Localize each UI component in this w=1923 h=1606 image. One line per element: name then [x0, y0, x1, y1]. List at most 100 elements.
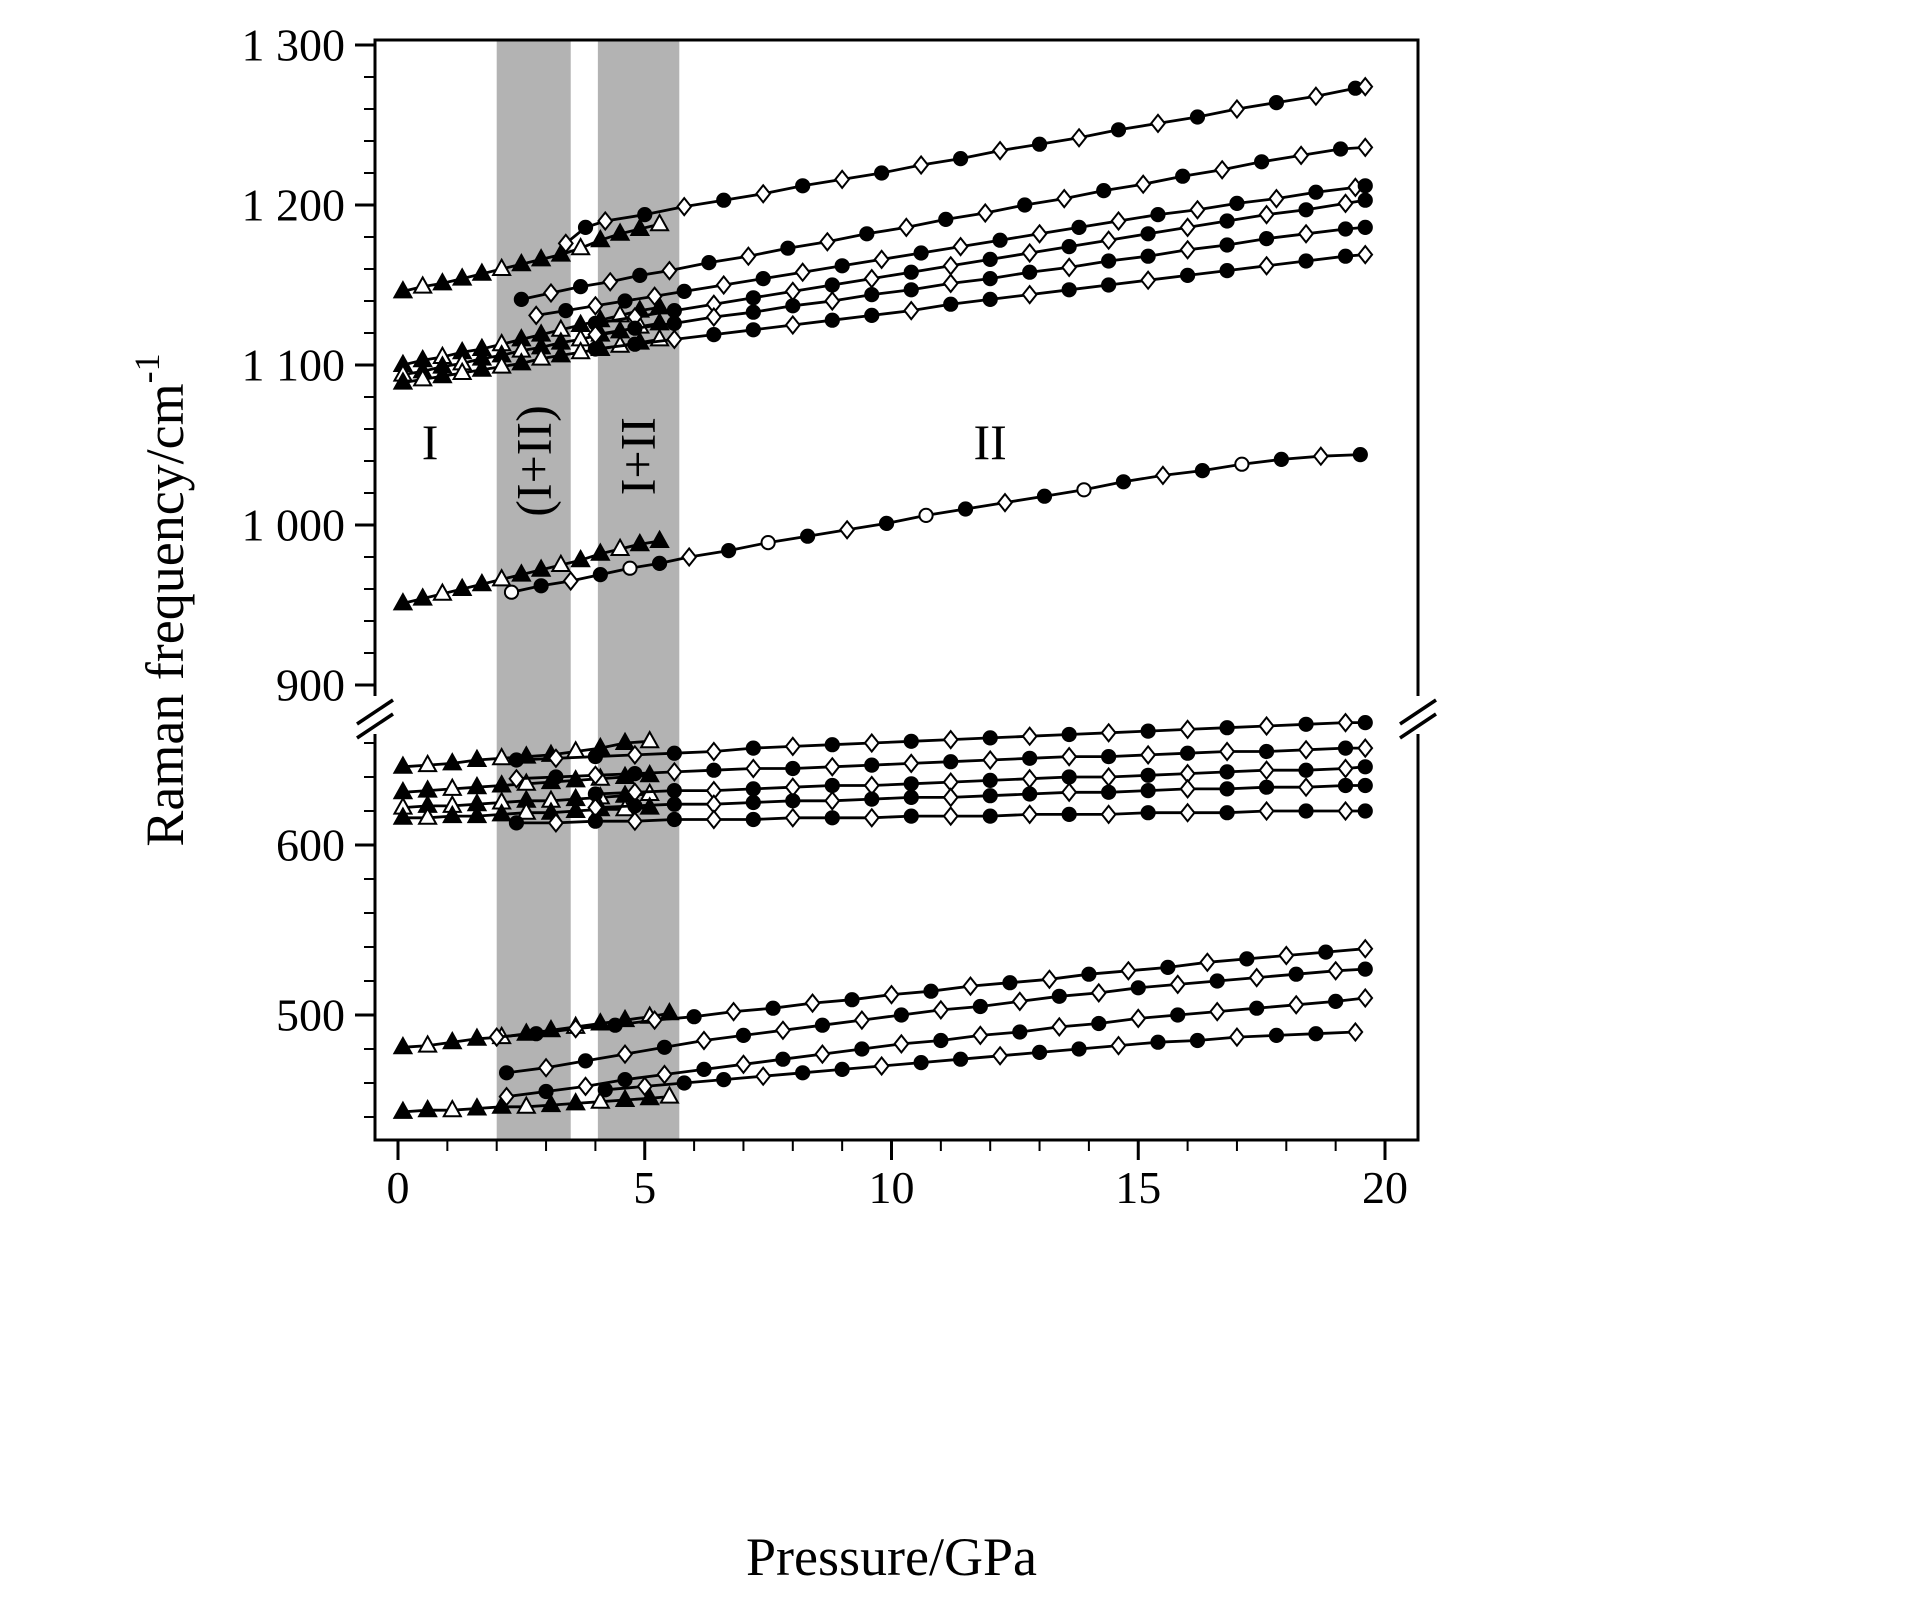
data-point-fc: [834, 1061, 850, 1078]
data-point-fc: [1239, 951, 1255, 967]
y-axis-break: [356, 696, 1437, 740]
data-point-od: [1214, 159, 1231, 180]
data-point-od: [676, 196, 693, 217]
data-point-od: [784, 736, 801, 757]
data-point-fc: [1219, 781, 1235, 797]
data-point-fc: [1219, 764, 1235, 780]
data-point-od: [1189, 199, 1206, 220]
data-point-fc: [1288, 966, 1304, 982]
data-point-fc: [617, 1072, 633, 1088]
data-point-fc: [745, 322, 761, 338]
data-point-fc: [903, 776, 919, 792]
data-point-od: [715, 274, 732, 296]
data-point-fc: [952, 151, 969, 167]
data-point-fc: [1036, 488, 1053, 504]
data-point-ft: [392, 755, 414, 774]
data-point-fc: [1180, 267, 1196, 283]
data-point-od: [1327, 960, 1344, 981]
data-point-ft: [609, 222, 631, 241]
data-point-fc: [1002, 975, 1018, 991]
data-point-od: [646, 286, 663, 307]
data-point-fc: [533, 578, 549, 594]
data-point-od: [824, 756, 841, 777]
data-point-od: [1307, 86, 1324, 107]
data-point-ft: [511, 563, 532, 582]
data-point-fc: [706, 762, 722, 778]
series-l2-II: [498, 960, 1373, 1081]
data-point-od: [1169, 974, 1186, 995]
series-u1-II: [557, 76, 1374, 254]
data-point-fc: [716, 192, 732, 208]
data-point-fc: [572, 279, 589, 295]
data-point-od: [784, 314, 801, 336]
data-point-ft: [565, 799, 586, 818]
data-point-od: [1154, 465, 1171, 486]
data-point-fc: [1337, 221, 1354, 237]
data-point-od: [1357, 737, 1374, 759]
data-point-fc: [721, 543, 737, 559]
data-point-ot: [417, 806, 438, 825]
data-point-ot: [417, 753, 438, 773]
data-point-fc: [824, 277, 840, 293]
data-point-fc: [617, 293, 633, 309]
data-point-od: [1070, 127, 1088, 148]
data-point-od: [903, 300, 920, 321]
y-tick-label: 1 000: [242, 500, 346, 551]
data-point-fc: [1012, 1024, 1028, 1040]
y-tick-label: 600: [276, 820, 345, 871]
data-point-fc: [1357, 759, 1373, 775]
data-point-fc: [745, 811, 761, 828]
data-point-fc: [1031, 136, 1048, 152]
x-tick-label: 15: [1115, 1162, 1161, 1213]
data-point-od: [1179, 719, 1196, 740]
data-point-fc: [874, 165, 890, 181]
data-point-ft: [629, 217, 651, 236]
data-point-ft: [471, 572, 493, 592]
data-point-od: [1031, 223, 1048, 244]
data-point-fc: [666, 783, 682, 799]
data-point-od: [498, 1086, 515, 1107]
data-point-fc: [637, 207, 653, 223]
data-point-fc: [1219, 720, 1235, 736]
data-point-oc: [760, 535, 776, 551]
data-point-fc: [1298, 202, 1314, 218]
data-point-ft: [392, 1100, 414, 1119]
data-point-oc: [1234, 456, 1250, 472]
data-point-od: [1278, 945, 1295, 966]
region-label-phase-I-plus-II: I+II: [609, 417, 665, 495]
series-m2-II: [508, 737, 1374, 789]
data-point-ot: [659, 1085, 680, 1104]
data-point-od: [666, 329, 683, 350]
region-label-phase-II: II: [974, 414, 1007, 470]
data-point-od: [804, 992, 821, 1014]
data-point-fc: [577, 219, 594, 235]
data-point-fc: [785, 793, 801, 809]
data-point-od: [547, 812, 565, 834]
data-point-fc: [943, 296, 959, 312]
data-point-od: [508, 768, 525, 789]
data-point-od: [626, 744, 643, 766]
data-point-fc: [1071, 1041, 1087, 1057]
data-point-ft: [614, 1088, 636, 1107]
data-point-od: [636, 1076, 653, 1097]
data-series: [392, 76, 1374, 1119]
data-point-fc: [1096, 183, 1112, 199]
data-point-od: [991, 1045, 1009, 1066]
data-point-od: [977, 202, 994, 224]
data-point-fc: [745, 740, 761, 756]
data-point-od: [1357, 76, 1374, 97]
data-point-fc: [1258, 779, 1275, 795]
data-point-od: [952, 236, 969, 257]
data-point-od: [942, 729, 959, 750]
axis-break-slash: [356, 712, 394, 740]
data-point-fc: [627, 336, 643, 352]
data-point-fc: [696, 1061, 712, 1078]
data-point-od: [942, 805, 959, 827]
data-point-fc: [1081, 966, 1097, 982]
data-point-fc: [587, 341, 604, 357]
data-point-od: [898, 217, 915, 238]
data-point-fc: [824, 737, 840, 753]
series-u1-I: [392, 212, 670, 299]
series-u2-II: [513, 137, 1374, 307]
data-point-od: [824, 790, 841, 811]
